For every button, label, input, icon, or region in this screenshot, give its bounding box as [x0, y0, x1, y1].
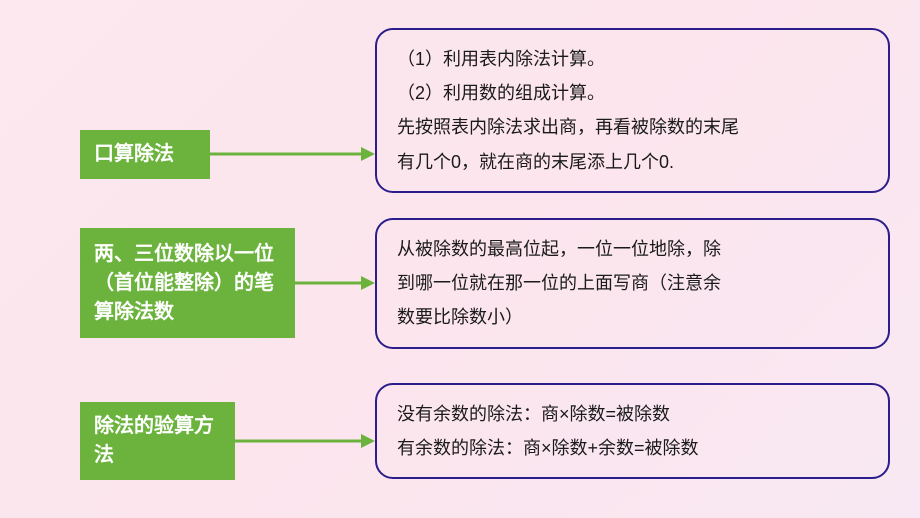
arrow-icon — [295, 273, 375, 293]
content-box: 没有余数的除法：商×除数=被除数有余数的除法：商×除数+余数=被除数 — [375, 383, 890, 479]
arrow-icon — [210, 144, 375, 164]
diagram-row: 除法的验算方法 没有余数的除法：商×除数=被除数有余数的除法：商×除数+余数=被… — [80, 383, 890, 479]
content-line: 有余数的除法：商×除数+余数=被除数 — [397, 431, 868, 465]
topic-label: 除法的验算方法 — [80, 402, 235, 480]
content-line: （1）利用表内除法计算。 — [397, 42, 868, 76]
content-line: （2）利用数的组成计算。 — [397, 76, 868, 110]
diagram-row: 口算除法 （1）利用表内除法计算。（2）利用数的组成计算。先按照表内除法求出商，… — [80, 28, 890, 193]
diagram-row: 两、三位数除以一位（首位能整除）的笔算除法数 从被除数的最高位起，一位一位地除，… — [80, 218, 890, 349]
topic-label: 两、三位数除以一位（首位能整除）的笔算除法数 — [80, 228, 295, 338]
content-line: 数要比除数小） — [397, 300, 868, 334]
content-box: 从被除数的最高位起，一位一位地除，除到哪一位就在那一位的上面写商（注意余数要比除… — [375, 218, 890, 349]
content-line: 有几个0，就在商的末尾添上几个0. — [397, 145, 868, 179]
content-line: 先按照表内除法求出商，再看被除数的末尾 — [397, 110, 868, 144]
content-line: 从被除数的最高位起，一位一位地除，除 — [397, 232, 868, 266]
content-box: （1）利用表内除法计算。（2）利用数的组成计算。先按照表内除法求出商，再看被除数… — [375, 28, 890, 193]
content-line: 到哪一位就在那一位的上面写商（注意余 — [397, 266, 868, 300]
arrow-icon — [235, 431, 375, 451]
content-line: 没有余数的除法：商×除数=被除数 — [397, 397, 868, 431]
topic-label: 口算除法 — [80, 130, 210, 179]
